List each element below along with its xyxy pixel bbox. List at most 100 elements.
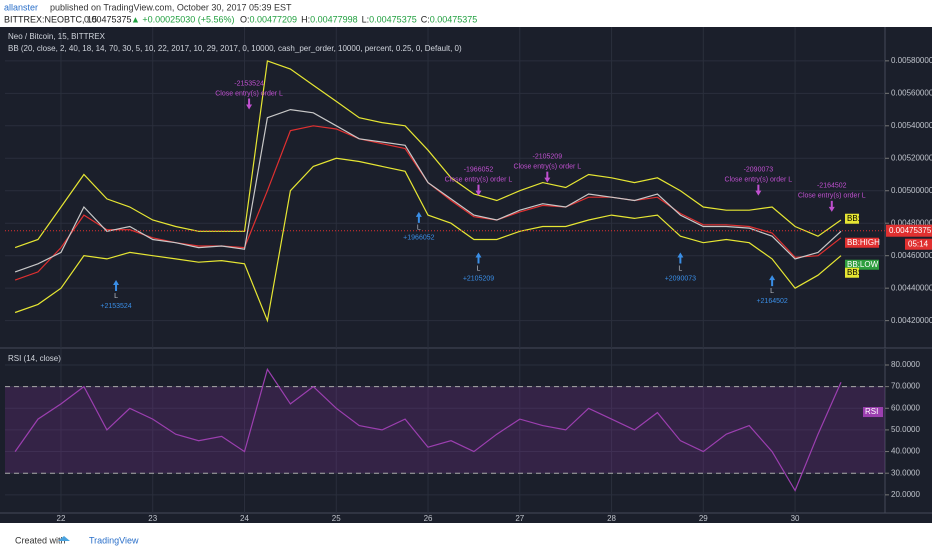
- ohlc-label: L:: [362, 14, 370, 24]
- published: published on TradingView.com, October 30…: [50, 2, 292, 12]
- trade-arrow: [475, 252, 482, 264]
- indicator-tag-label: BB:: [847, 268, 860, 277]
- trade-label: -1966052: [464, 166, 494, 173]
- trade-note: L: [114, 293, 118, 300]
- y-tick-label: 0.00500000: [891, 186, 932, 195]
- series-line: [14, 157, 842, 323]
- x-tick-label: 30: [791, 514, 800, 523]
- trade-arrow: [475, 184, 482, 196]
- footer-created: Created with: [15, 535, 66, 545]
- trade-arrow: [769, 275, 776, 287]
- trade-arrow: [828, 200, 835, 212]
- ohlc-value: 0.00477209: [250, 14, 298, 24]
- trade-note: L: [417, 225, 421, 232]
- y-tick-label: 0.00540000: [891, 121, 932, 130]
- trade-arrow: [415, 211, 422, 223]
- last-price-tag: [886, 224, 932, 237]
- y-tick-label: 0.00460000: [891, 251, 932, 260]
- trade-marker: Close entry(s) order L -2105209: [513, 153, 581, 183]
- symbol: BITTREX:NEOBTC, 15: [4, 14, 97, 24]
- y-tick-label: 0.00440000: [891, 283, 932, 292]
- ohlc-value: 0.00475375: [369, 14, 417, 24]
- pane-title: Neo / Bitcoin, 15, BITTREX: [8, 32, 106, 41]
- ohlc-label: O:: [240, 14, 250, 24]
- trade-marker: L +1966052: [403, 211, 435, 242]
- trade-note: Close entry(s) order L: [215, 90, 283, 97]
- trade-marker: L +2153524: [100, 280, 132, 310]
- footer-brand[interactable]: TradingView: [89, 535, 139, 545]
- indicator-tag: [845, 267, 859, 278]
- y-tick-label: 0.00560000: [891, 88, 932, 97]
- series-line: [14, 367, 842, 492]
- x-tick-label: 26: [424, 514, 433, 523]
- trade-note: Close entry(s) order L: [725, 176, 793, 183]
- last-price-label: 0.00475375: [889, 226, 932, 235]
- trade-note: Close entry(s) order L: [445, 176, 513, 183]
- y-tick-label: 20.0000: [891, 490, 920, 499]
- trade-label: -2090073: [744, 166, 774, 173]
- trade-label: -2164502: [817, 183, 847, 190]
- y-tick-label: 40.0000: [891, 447, 920, 456]
- chart-bg: [0, 27, 932, 523]
- trade-arrow: [246, 98, 253, 110]
- pane-title: RSI (14, close): [8, 354, 61, 363]
- trade-label: +2090073: [665, 275, 696, 282]
- footer-logo: [58, 536, 70, 541]
- trade-note: L: [678, 265, 682, 272]
- trade-arrow: [677, 252, 684, 264]
- trade-label: +2164502: [756, 298, 787, 305]
- trade-arrow: [755, 184, 762, 196]
- trade-marker: L +2105209: [463, 252, 494, 282]
- series-line: [14, 60, 842, 249]
- y-tick-label: 70.0000: [891, 382, 920, 391]
- trade-marker: Close entry(s) order L -2164502: [798, 183, 866, 212]
- trade-marker: Close entry(s) order L -1966052: [445, 166, 513, 196]
- bar-time: 05:14: [908, 239, 929, 248]
- x-tick-label: 27: [515, 514, 524, 523]
- ohlc-label: H:: [301, 14, 310, 24]
- pane-subtitle: BB (20, close, 2, 40, 18, 14, 70, 30, 5,…: [8, 44, 462, 53]
- indicator-tag-label: BB:: [847, 214, 860, 223]
- trade-label: -2105209: [533, 153, 563, 160]
- y-tick-label: 60.0000: [891, 403, 920, 412]
- trade-marker: Close entry(s) order L -2153524: [215, 80, 283, 110]
- ohlc-label: C:: [421, 14, 430, 24]
- trade-label: +2153524: [100, 303, 131, 310]
- x-tick-label: 22: [57, 514, 66, 523]
- trade-note: Close entry(s) order L: [798, 193, 866, 200]
- trade-marker: L +2090073: [665, 252, 696, 282]
- bar-time-tag: [905, 238, 932, 250]
- trade-marker: Close entry(s) order L -2090073: [725, 166, 793, 196]
- trade-note: Close entry(s) order L: [513, 163, 581, 170]
- y-tick-label: 80.0000: [891, 360, 920, 369]
- y-tick-label: 30.0000: [891, 468, 920, 477]
- y-tick-label: 0.00580000: [891, 56, 932, 65]
- trade-label: +2105209: [463, 275, 494, 282]
- x-tick-label: 23: [148, 514, 157, 523]
- indicator-tag-label: BB:LOW: [847, 260, 879, 269]
- series-line: [14, 108, 842, 273]
- ohlc-value: 0.00477998: [310, 14, 358, 24]
- ohlc-value: 0.00475375: [430, 14, 478, 24]
- x-tick-label: 29: [699, 514, 708, 523]
- x-tick-label: 24: [240, 514, 249, 523]
- trade-note: L: [770, 288, 774, 295]
- author[interactable]: allanster: [4, 2, 38, 12]
- indicator-tag: [863, 407, 883, 418]
- x-tick-label: 25: [332, 514, 341, 523]
- change: ▲ +0.00025030 (+5.56%): [131, 14, 234, 24]
- trade-label: -2153524: [234, 80, 264, 87]
- x-tick-label: 28: [607, 514, 616, 523]
- y-tick-label: 0.00480000: [891, 218, 932, 227]
- price: 0.00475375: [84, 14, 132, 24]
- trade-label: +1966052: [403, 235, 434, 242]
- indicator-tag-label: BB:HIGH: [847, 238, 880, 247]
- trade-arrow: [113, 280, 120, 292]
- trade-marker: L +2164502: [756, 275, 788, 305]
- trade-note: L: [477, 265, 481, 272]
- indicator-tag: [845, 237, 879, 248]
- indicator-tag-label: RSI: [865, 407, 878, 416]
- y-tick-label: 0.00420000: [891, 316, 932, 325]
